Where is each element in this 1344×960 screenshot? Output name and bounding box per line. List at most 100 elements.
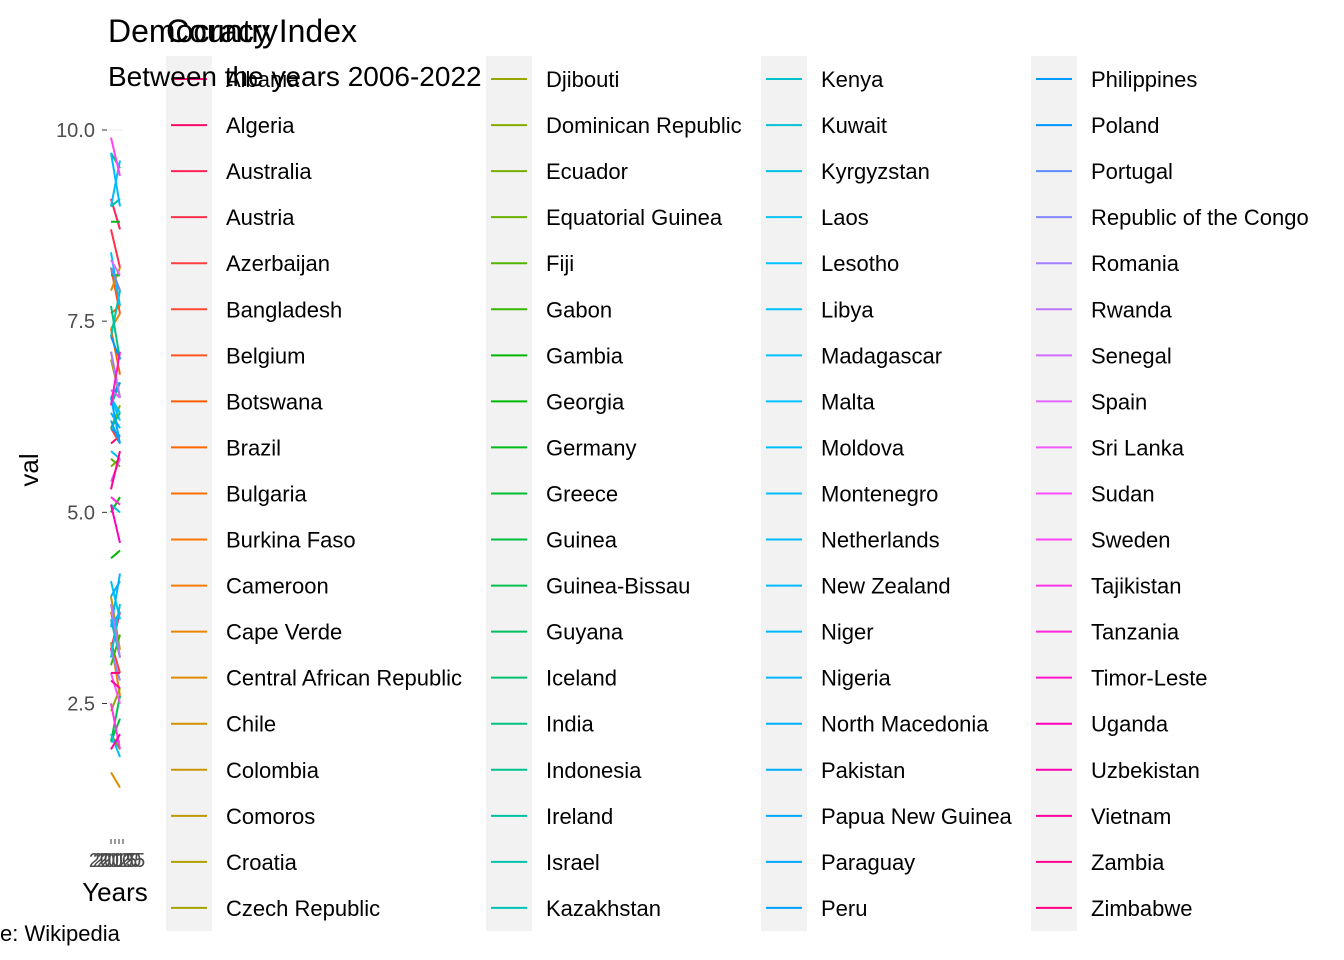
series-line-uzbekistan — [110, 733, 121, 750]
legend-label: Peru — [821, 896, 867, 921]
legend-label: Colombia — [226, 758, 320, 783]
legend-label: Comoros — [226, 804, 315, 829]
legend-label: Guyana — [546, 620, 624, 645]
legend-label: Tanzania — [1091, 620, 1180, 645]
legend-label: Malta — [821, 389, 876, 414]
legend-label: Indonesia — [546, 758, 642, 783]
series-line-portugal — [110, 267, 121, 291]
legend-label: Paraguay — [821, 850, 915, 875]
legend-label: Libya — [821, 297, 874, 322]
x-tick-label: 2010 — [89, 850, 134, 872]
legend-label: Moldova — [821, 435, 905, 460]
series-line-vietnam — [110, 679, 121, 689]
legend-label: Iceland — [546, 666, 617, 691]
legend-label: Botswana — [226, 389, 323, 414]
y-tick-label: 2.5 — [67, 694, 95, 716]
legend-label: Guinea — [546, 528, 618, 553]
legend-label: Djibouti — [546, 67, 619, 92]
legend-label: Romania — [1091, 251, 1180, 276]
legend-label: Bangladesh — [226, 297, 342, 322]
series-line-laos — [110, 733, 121, 758]
series-line-brazil — [110, 328, 121, 375]
series-line-spain — [110, 259, 121, 276]
legend-label: Republic of the Congo — [1091, 205, 1309, 230]
legend-label: Rwanda — [1091, 297, 1172, 322]
legend-label: Poland — [1091, 113, 1160, 138]
legend: Albania Algeria Australia Austria Azerbaijan… — [166, 56, 1309, 931]
x-tick-label: 2020 — [97, 850, 142, 872]
legend-label: Montenegro — [821, 481, 938, 506]
legend-label: Czech Republic — [226, 896, 380, 921]
series-line-niger — [110, 611, 121, 628]
legend-label: Chile — [226, 712, 276, 737]
series-line-rwanda — [110, 603, 121, 658]
legend-label: Zambia — [1091, 850, 1165, 875]
legend-label: Germany — [546, 435, 636, 460]
legend-label: Australia — [226, 159, 312, 184]
legend-label: Kyrgyzstan — [821, 159, 930, 184]
legend-label: Gabon — [546, 297, 612, 322]
legend-label: Vietnam — [1091, 804, 1171, 829]
series-line-peru — [110, 427, 121, 437]
series-line-guinea-bissau — [110, 695, 121, 742]
legend-label: Spain — [1091, 389, 1147, 414]
legend-label: Dominican Republic — [546, 113, 742, 138]
legend-label: Zimbabwe — [1091, 896, 1192, 921]
legend-label: Azerbaijan — [226, 251, 330, 276]
x-tick-label: 2015 — [93, 850, 138, 872]
legend-label: Greece — [546, 481, 618, 506]
legend-label: Lesotho — [821, 251, 899, 276]
legend-label: Burkina Faso — [226, 528, 356, 553]
legend-label: Austria — [226, 205, 295, 230]
legend-label: Portugal — [1091, 159, 1173, 184]
legend-label: Tajikistan — [1091, 574, 1181, 599]
legend-label: Sweden — [1091, 528, 1171, 553]
legend-label: Fiji — [546, 251, 574, 276]
legend-label: Senegal — [1091, 343, 1172, 368]
x-tick-label: 2025 — [101, 850, 146, 872]
legend-label: Israel — [546, 850, 600, 875]
legend-label: Croatia — [226, 850, 298, 875]
legend-label: Bulgaria — [226, 481, 307, 506]
legend-label: Timor-Leste — [1091, 666, 1208, 691]
legend-label: Gambia — [546, 343, 624, 368]
legend-label: Sri Lanka — [1091, 435, 1185, 460]
legend-label: Central African Republic — [226, 666, 462, 691]
series-line-sweden — [110, 137, 121, 177]
plot-panel — [108, 129, 123, 789]
y-tick-label: 10.0 — [56, 120, 95, 142]
series-line-timor-leste — [110, 351, 121, 406]
legend-label: Philippines — [1091, 67, 1197, 92]
legend-label: North Macedonia — [821, 712, 989, 737]
series-line-gambia — [110, 549, 121, 559]
chart-title: Democracy Index — [108, 13, 357, 49]
series-line-tanzania — [110, 496, 121, 506]
legend-label: Madagascar — [821, 343, 942, 368]
legend-label: Albania — [226, 67, 300, 92]
legend-label: Cape Verde — [226, 620, 342, 645]
legend-label: Kuwait — [821, 113, 887, 138]
legend-label: Pakistan — [821, 758, 905, 783]
series-line-tajikistan — [110, 703, 121, 750]
y-axis-label: val — [14, 453, 44, 486]
legend-label: Netherlands — [821, 528, 940, 553]
chart-subtitle: Between the years 2006-2022 — [108, 61, 482, 92]
legend-label: Papua New Guinea — [821, 804, 1013, 829]
series-line-zambia — [110, 450, 121, 490]
legend-label: Uzbekistan — [1091, 758, 1200, 783]
legend-label: Cameroon — [226, 574, 329, 599]
series-line-kenya — [110, 503, 121, 514]
series-line-uganda — [110, 504, 121, 544]
legend-label: Sudan — [1091, 481, 1155, 506]
legend-label: Nigeria — [821, 666, 891, 691]
legend-label: Georgia — [546, 389, 625, 414]
legend-label: Kazakhstan — [546, 896, 661, 921]
legend-label: Guinea-Bissau — [546, 574, 690, 599]
chart-caption: e: Wikipedia — [0, 921, 121, 946]
legend-label: Kenya — [821, 67, 884, 92]
legend-label: Ecuador — [546, 159, 628, 184]
series-line-central-african-republic — [110, 771, 121, 789]
legend-label: Uganda — [1091, 712, 1169, 737]
legend-label: Niger — [821, 620, 874, 645]
series-line-india — [110, 305, 121, 360]
